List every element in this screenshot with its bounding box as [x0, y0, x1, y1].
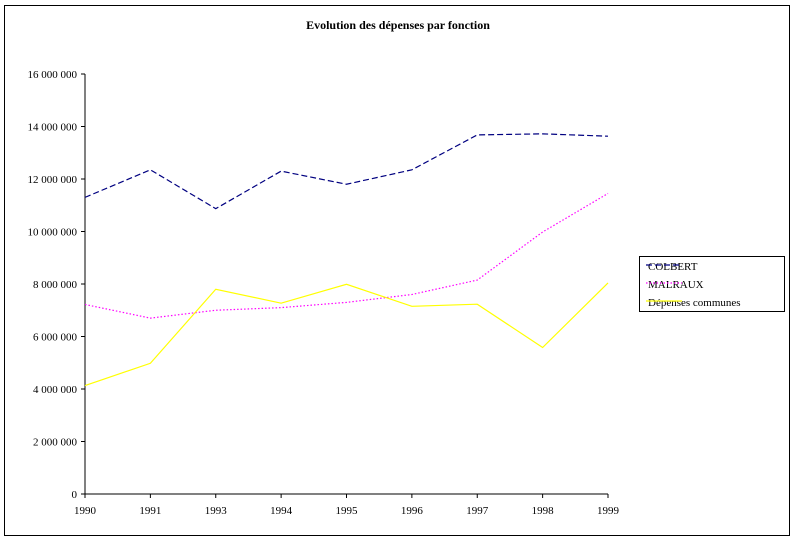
legend-label-depenses-communes: Dépenses communes	[648, 297, 741, 309]
x-tick-label: 1990	[74, 505, 97, 517]
y-tick-label: 10 000 000	[28, 227, 78, 239]
y-tick-label: 4 000 000	[33, 384, 78, 396]
x-tick-label: 1993	[205, 505, 228, 517]
legend-swatch-malraux	[646, 282, 682, 284]
x-tick-label: 1999	[597, 505, 620, 517]
legend-label-malraux: MALRAUX	[648, 279, 704, 291]
legend-label-colbert: COLBERT	[648, 261, 698, 273]
y-tick-label: 16 000 000	[28, 69, 78, 81]
y-tick-label: 12 000 000	[28, 174, 78, 186]
y-tick-label: 6 000 000	[33, 332, 78, 344]
x-tick-label: 1994	[270, 505, 293, 517]
legend-item-malraux: MALRAUX	[644, 277, 704, 293]
x-tick-label: 1995	[336, 505, 359, 517]
legend-item-colbert: COLBERT	[644, 259, 697, 275]
series-line-malraux	[84, 192, 609, 319]
y-tick-label: 0	[72, 489, 78, 501]
x-tick-label: 1998	[532, 505, 555, 517]
series-line-d-penses-communes	[84, 282, 609, 387]
x-tick-label: 1996	[401, 505, 424, 517]
legend-item-depenses-communes: Dépenses communes	[644, 295, 741, 311]
legend-swatch-depenses-communes	[646, 300, 682, 302]
legend-swatch-colbert	[646, 264, 682, 266]
legend: COLBERT MALRAUX Dépenses communes	[639, 256, 785, 312]
y-tick-label: 8 000 000	[33, 279, 78, 291]
series-line-colbert	[84, 133, 609, 210]
y-tick-label: 14 000 000	[28, 122, 78, 134]
y-tick-label: 2 000 000	[33, 437, 78, 449]
x-tick-label: 1997	[466, 505, 489, 517]
chart-title: Evolution des dépenses par fonction	[306, 18, 490, 32]
x-tick-label: 1991	[139, 505, 161, 517]
